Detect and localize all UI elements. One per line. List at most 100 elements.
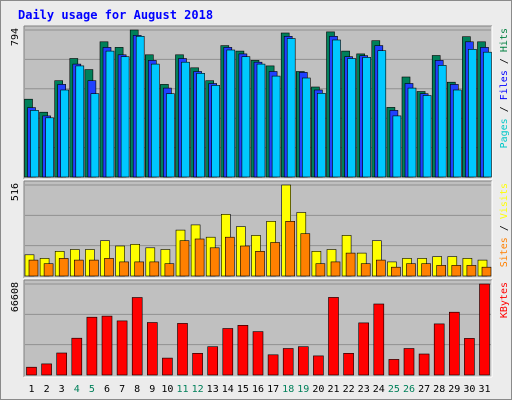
day-label-22: 22 bbox=[343, 384, 355, 395]
bar-kbytes-day-26 bbox=[403, 348, 415, 376]
panel-1: 794 Pages / Files / Hits bbox=[10, 25, 510, 180]
panel-2: 516 Sites / Visits bbox=[10, 180, 510, 279]
day-label-25: 25 bbox=[388, 384, 400, 395]
bar-pages-day-31 bbox=[483, 51, 492, 178]
bar-sites-day-12 bbox=[194, 238, 205, 277]
legend-entry: / bbox=[499, 52, 510, 70]
day-label-7: 7 bbox=[119, 384, 125, 395]
bar-kbytes-day-22 bbox=[343, 352, 354, 376]
bar-kbytes-day-23 bbox=[358, 322, 370, 376]
day-label-9: 9 bbox=[149, 384, 155, 395]
day-label-20: 20 bbox=[312, 384, 324, 395]
bar-sites-day-9 bbox=[149, 261, 160, 277]
bar-kbytes-day-3 bbox=[56, 352, 68, 376]
bar-pages-day-17 bbox=[271, 75, 281, 178]
bar-pages-day-1 bbox=[30, 110, 39, 178]
bar-sites-day-2 bbox=[43, 263, 54, 277]
bar-pages-day-16 bbox=[256, 63, 266, 178]
day-label-19: 19 bbox=[297, 384, 309, 395]
bar-kbytes-day-17 bbox=[267, 354, 279, 376]
bar-kbytes-day-9 bbox=[147, 322, 158, 376]
bar-sites-day-15 bbox=[240, 245, 250, 277]
bar-sites-day-5 bbox=[89, 259, 99, 277]
bar-pages-day-29 bbox=[452, 89, 462, 178]
legend-entry: / bbox=[499, 219, 510, 237]
bar-pages-day-5 bbox=[90, 93, 100, 178]
day-label-27: 27 bbox=[418, 384, 430, 395]
bar-sites-day-22 bbox=[345, 252, 356, 277]
bar-kbytes-day-18 bbox=[282, 348, 294, 376]
bar-pages-day-12 bbox=[196, 73, 205, 178]
bar-pages-day-25 bbox=[392, 115, 402, 178]
bar-sites-day-11 bbox=[179, 240, 190, 277]
bar-pages-day-6 bbox=[105, 50, 115, 178]
bar-kbytes-day-8 bbox=[131, 297, 143, 376]
bar-kbytes-day-1 bbox=[26, 366, 37, 376]
bar-pages-day-9 bbox=[151, 63, 160, 178]
bar-pages-day-2 bbox=[45, 117, 54, 178]
bar-sites-day-21 bbox=[330, 261, 341, 277]
bar-kbytes-day-10 bbox=[162, 357, 173, 376]
day-label-21: 21 bbox=[327, 384, 339, 395]
bar-kbytes-day-28 bbox=[433, 323, 445, 376]
bar-sites-day-25 bbox=[391, 266, 401, 277]
legend-entry: KBytes bbox=[499, 282, 510, 318]
legend-entry: Hits bbox=[499, 28, 510, 52]
day-label-28: 28 bbox=[433, 384, 445, 395]
day-label-31: 31 bbox=[478, 384, 490, 395]
bar-pages-day-8 bbox=[135, 35, 145, 178]
bar-kbytes-day-12 bbox=[192, 352, 203, 376]
bar-pages-day-14 bbox=[226, 49, 236, 178]
bar-kbytes-day-20 bbox=[313, 355, 324, 376]
bar-pages-day-13 bbox=[211, 85, 220, 178]
bar-pages-day-22 bbox=[347, 58, 356, 178]
legend-entry: Pages bbox=[499, 118, 510, 148]
bar-kbytes-day-15 bbox=[237, 324, 249, 376]
bar-pages-day-4 bbox=[75, 65, 85, 178]
max-value-label: 794 bbox=[10, 28, 21, 46]
bar-sites-day-26 bbox=[406, 263, 416, 277]
day-label-16: 16 bbox=[252, 384, 264, 395]
bar-kbytes-day-31 bbox=[479, 283, 490, 376]
panel-legend: Sites / Visits bbox=[499, 183, 510, 267]
max-value-label: 516 bbox=[10, 183, 21, 201]
bar-kbytes-day-21 bbox=[328, 297, 339, 376]
bar-pages-day-18 bbox=[286, 38, 296, 178]
panel-legend: Pages / Files / Hits bbox=[499, 28, 510, 148]
bar-sites-day-20 bbox=[315, 263, 326, 277]
day-label-11: 11 bbox=[176, 384, 188, 395]
bar-kbytes-day-16 bbox=[252, 331, 264, 376]
day-label-24: 24 bbox=[373, 384, 385, 395]
bar-kbytes-day-29 bbox=[448, 311, 460, 376]
bar-kbytes-day-14 bbox=[222, 328, 234, 376]
bar-kbytes-day-27 bbox=[418, 353, 430, 376]
chart-panels: 794 Pages / Files / Hits 516 Sites / Visits… bbox=[10, 25, 510, 378]
day-label-12: 12 bbox=[192, 384, 204, 395]
bar-sites-day-18 bbox=[285, 221, 296, 277]
bar-kbytes-day-2 bbox=[41, 363, 52, 376]
day-label-5: 5 bbox=[89, 384, 95, 395]
bar-sites-day-6 bbox=[104, 258, 114, 277]
bar-sites-day-24 bbox=[375, 259, 386, 277]
day-label-23: 23 bbox=[358, 384, 370, 395]
day-label-13: 13 bbox=[207, 384, 219, 395]
bar-kbytes-day-5 bbox=[86, 316, 98, 376]
day-label-8: 8 bbox=[134, 384, 140, 395]
bar-sites-day-1 bbox=[28, 259, 39, 277]
bar-kbytes-day-19 bbox=[297, 346, 309, 376]
bar-kbytes-day-30 bbox=[464, 338, 475, 376]
day-label-6: 6 bbox=[104, 384, 110, 395]
day-label-4: 4 bbox=[74, 384, 80, 395]
day-label-3: 3 bbox=[59, 384, 65, 395]
bar-sites-day-13 bbox=[209, 247, 220, 277]
bar-pages-day-20 bbox=[317, 93, 326, 178]
bar-sites-day-27 bbox=[421, 263, 431, 277]
bar-pages-day-10 bbox=[166, 93, 175, 178]
bar-pages-day-7 bbox=[120, 56, 130, 178]
bar-pages-day-21 bbox=[332, 39, 341, 178]
bar-kbytes-day-24 bbox=[373, 303, 385, 376]
day-label-30: 30 bbox=[463, 384, 475, 395]
legend-entry: / bbox=[499, 100, 510, 118]
bar-sites-day-3 bbox=[58, 258, 69, 277]
